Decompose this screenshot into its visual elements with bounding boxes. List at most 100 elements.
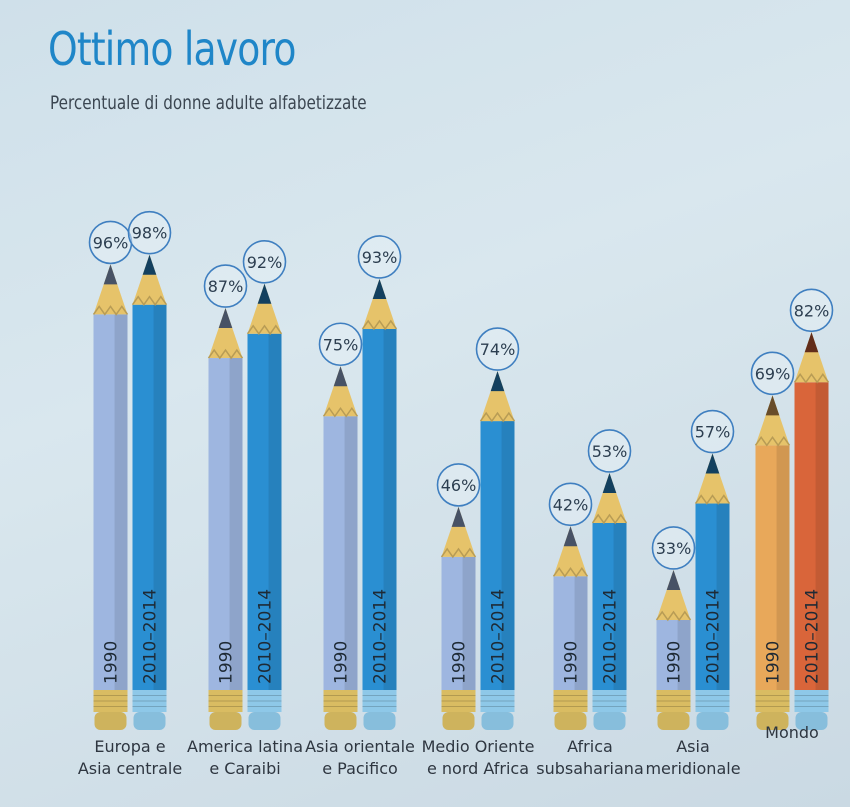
pencil-ferrule <box>480 690 515 712</box>
chart-subtitle: Percentuale di donne adulte alfabetizzat… <box>50 92 367 114</box>
value-label: 82% <box>794 301 830 320</box>
pencil-ferrule <box>441 690 476 712</box>
pencil-body-shade <box>383 328 397 690</box>
pencil-ferrule <box>247 690 282 712</box>
value-label: 42% <box>553 495 589 514</box>
pencil-lead-tip <box>490 371 505 392</box>
pencil-eraser <box>756 712 789 730</box>
value-label: 69% <box>755 364 791 383</box>
value-circle <box>318 322 363 367</box>
value-label: 53% <box>592 442 628 461</box>
pencil-eraser <box>324 712 357 730</box>
pencil-eraser <box>696 712 729 730</box>
category-label: Africa <box>567 737 613 756</box>
pencil-year-label: 1990 <box>562 641 582 684</box>
pencil-eraser <box>554 712 587 730</box>
pencil-ferrule <box>592 690 627 712</box>
value-circle <box>242 239 287 284</box>
pencil-bar: 2010–2014 57% <box>690 409 735 730</box>
pencil-body-shade <box>501 421 515 690</box>
pencil-wood-cone <box>480 371 515 422</box>
pencil-year-label: 1990 <box>332 641 352 684</box>
pencil-bar: 2010–2014 82% <box>789 288 834 730</box>
category-label: Mondo <box>765 723 819 742</box>
value-label: 75% <box>323 335 359 354</box>
pencil-wood-cone <box>247 283 282 334</box>
pencil-lead-tip <box>765 395 780 416</box>
value-label: 93% <box>362 248 398 267</box>
pencil-year-label: 2010–2014 <box>704 589 724 684</box>
pencil-body-shade <box>344 416 358 690</box>
pencil-body-shade <box>716 503 730 690</box>
pencil-bar: 1990 87% <box>203 264 248 730</box>
pencil-body-shade <box>153 304 167 690</box>
pencil-eraser <box>133 712 166 730</box>
pencil-wood-cone <box>592 472 627 523</box>
category-label: Asia <box>676 737 710 756</box>
pencil-lead-tip <box>333 366 348 387</box>
pencil-body-shade <box>776 445 790 690</box>
pencil-group: 1990 46% 2010–2014 74% Medio Oriente e nord A… <box>422 327 534 778</box>
value-label: 57% <box>695 423 731 442</box>
pencil-bar: 1990 75% <box>318 322 363 730</box>
pencil-bar: 1990 69% <box>750 351 795 730</box>
pencil-wood-cone <box>656 569 691 620</box>
pencil-year-label: 1990 <box>217 641 237 684</box>
pencil-group: 1990 87% 2010–2014 92% America latina e Carai… <box>187 239 303 778</box>
pencil-bar: 2010–2014 93% <box>357 235 402 730</box>
pencil-wood-cone <box>208 308 243 359</box>
pencil-body-shade <box>268 333 282 690</box>
pencil-eraser <box>481 712 514 730</box>
pencil-ferrule <box>794 690 829 712</box>
pencil-eraser <box>248 712 281 730</box>
pencil-body-shade <box>574 576 588 690</box>
pencil-bar: 2010–2014 98% <box>127 210 172 730</box>
pencil-wood-cone <box>362 278 397 329</box>
value-circle <box>750 351 795 396</box>
pencil-eraser <box>442 712 475 730</box>
pencil-ferrule <box>553 690 588 712</box>
pencil-ferrule <box>695 690 730 712</box>
category-label: e nord Africa <box>427 759 529 778</box>
pencil-ferrule <box>362 690 397 712</box>
pencil-group: 1990 96% 2010–2014 98% Europa e Asia centrale <box>78 210 182 778</box>
pencil-wood-cone <box>132 254 167 305</box>
value-label: 33% <box>656 539 692 558</box>
pencil-ferrule <box>755 690 790 712</box>
category-label: meridionale <box>645 759 740 778</box>
pencil-body-shade <box>815 382 829 690</box>
value-label: 46% <box>441 476 477 495</box>
pencil-ferrule <box>132 690 167 712</box>
pencil-bar: 1990 96% <box>88 220 133 730</box>
pencil-year-label: 2010–2014 <box>256 589 276 684</box>
pencil-wood-cone <box>323 366 358 417</box>
pencil-year-label: 1990 <box>102 641 122 684</box>
pencil-bar: 1990 33% <box>651 526 696 730</box>
pencil-ferrule <box>93 690 128 712</box>
pencil-lead-tip <box>142 254 157 275</box>
category-label: e Caraibi <box>209 759 280 778</box>
pencil-wood-cone <box>695 453 730 504</box>
value-circle <box>203 264 248 308</box>
pencil-eraser <box>657 712 690 730</box>
pencil-bar: 2010–2014 74% <box>475 327 520 730</box>
pencil-ferrule <box>323 690 358 712</box>
pencil-lead-tip <box>372 278 387 299</box>
value-circle <box>690 409 735 454</box>
pencil-bar: 1990 42% <box>548 482 593 730</box>
category-label: America latina <box>187 737 303 756</box>
pencil-eraser <box>94 712 127 730</box>
pencil-ferrule <box>656 690 691 712</box>
pencil-body-shade <box>677 619 691 690</box>
category-label: Asia centrale <box>78 759 182 778</box>
category-label: Asia orientale <box>305 737 415 756</box>
pencil-eraser <box>593 712 626 730</box>
value-circle <box>548 482 593 527</box>
pencil-group: 1990 33% 2010–2014 57% Asia meridionale <box>645 409 741 778</box>
pencil-lead-tip <box>563 526 578 547</box>
pencil-year-label: 2010–2014 <box>141 589 161 684</box>
pencil-year-label: 2010–2014 <box>803 589 823 684</box>
pencil-bar: 2010–2014 92% <box>242 239 287 730</box>
pencil-year-label: 1990 <box>764 641 784 684</box>
